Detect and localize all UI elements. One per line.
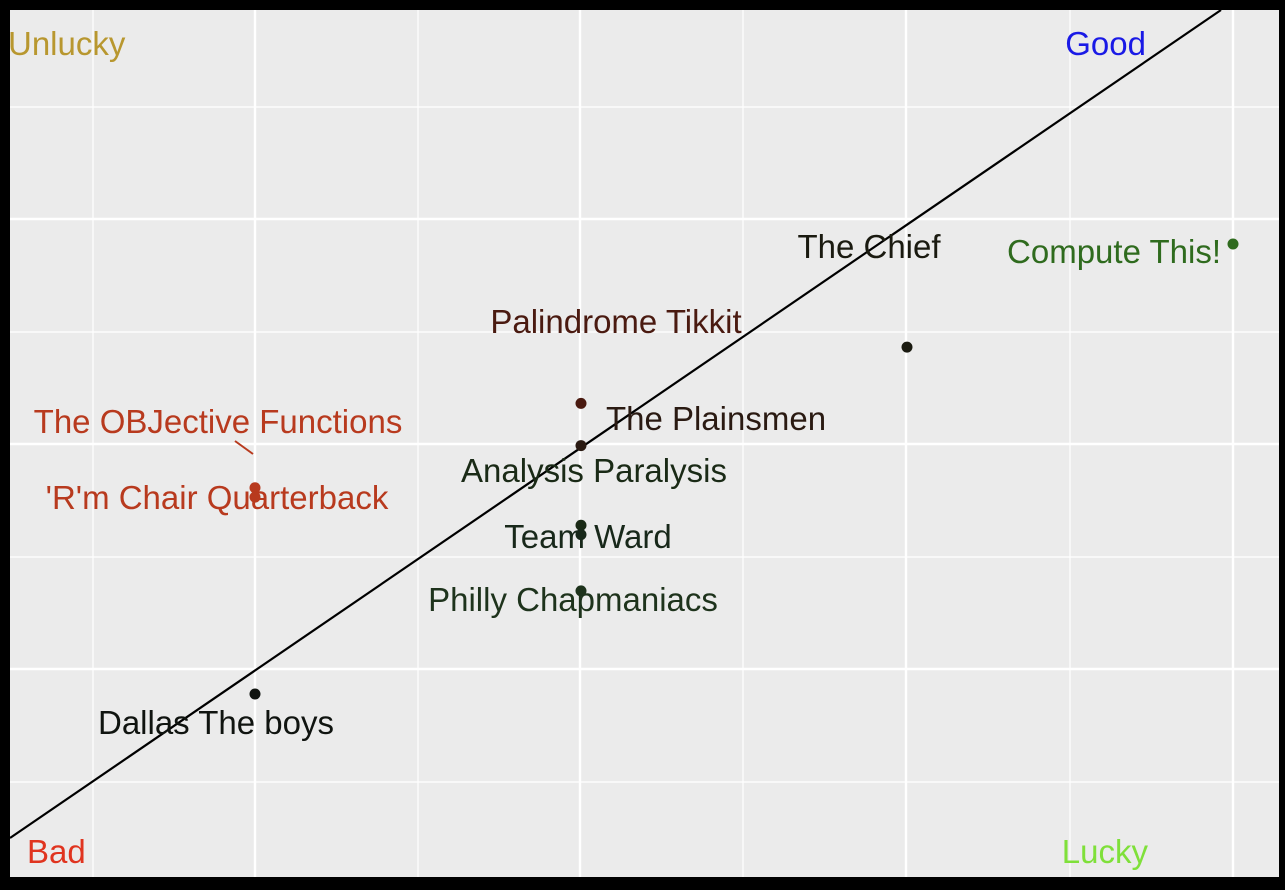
reference-line — [9, 9, 1222, 839]
corner-label-bottom-left: Bad — [27, 833, 86, 870]
data-point — [1227, 238, 1239, 250]
data-point — [575, 529, 587, 541]
label-leader-line — [234, 440, 254, 455]
data-point — [249, 482, 261, 494]
point-label: Team Ward — [504, 518, 671, 555]
corner-label-bottom-right: Lucky — [1062, 833, 1149, 870]
point-label: Compute This! — [1007, 233, 1221, 270]
data-point — [575, 519, 587, 531]
point-label: Palindrome Tikkit — [490, 303, 741, 340]
corner-label-top-left: Unlucky — [8, 25, 126, 62]
data-point — [575, 585, 587, 597]
reference-line-group — [9, 9, 1222, 839]
data-point — [249, 688, 261, 700]
point-label: The OBJective Functions — [34, 403, 403, 440]
point-label: 'R'm Chair Quarterback — [46, 479, 389, 516]
point-label: Analysis Paralysis — [461, 452, 727, 489]
data-point — [575, 440, 587, 452]
point-label: The Plainsmen — [606, 400, 826, 437]
corner-labels-group: Unlucky Good Bad Lucky — [8, 25, 1148, 870]
point-label: The Chief — [797, 228, 941, 265]
point-label: Philly Chapmaniacs — [428, 581, 718, 618]
data-point — [249, 491, 261, 503]
corner-label-top-right: Good — [1065, 25, 1146, 62]
data-point — [575, 397, 587, 409]
point-label: Dallas The boys — [98, 704, 334, 741]
points-group — [249, 238, 1239, 700]
point-labels-group: Compute This! The Chief Palindrome Tikkit T… — [34, 228, 1221, 741]
data-point — [901, 341, 913, 353]
